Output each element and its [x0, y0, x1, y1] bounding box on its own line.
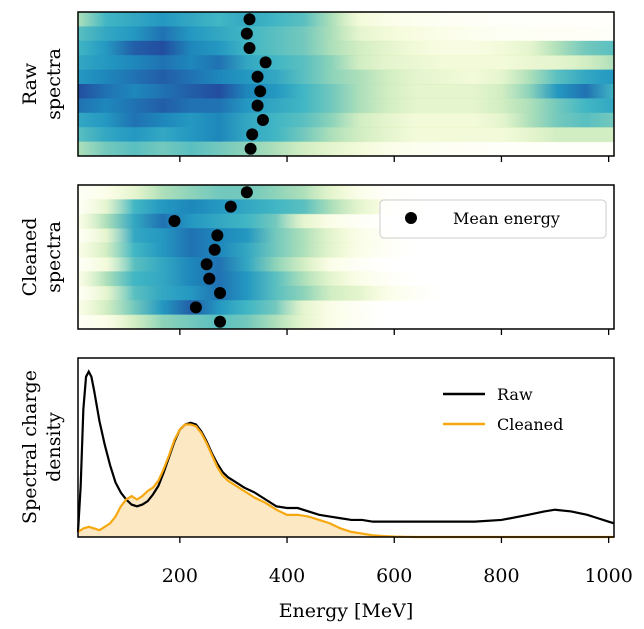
mean-energy-point	[224, 200, 237, 213]
legend-cleaned-label: Cleaned	[497, 415, 563, 434]
legend-mean-energy: Mean energy	[379, 199, 607, 239]
mean-energy-point	[203, 272, 216, 285]
legend-mean-energy-label: Mean energy	[453, 209, 560, 228]
heatmap-row	[78, 26, 614, 42]
x-axis-label: Energy [MeV]	[279, 600, 414, 622]
raw-heatmap	[78, 12, 614, 157]
x-tick-label: 400	[269, 565, 305, 587]
mean-energy-point	[200, 258, 213, 271]
heatmap-row	[78, 55, 614, 71]
mean-energy-point	[244, 142, 257, 155]
density-x-ticks: 200 400 600 800 1000	[162, 537, 633, 587]
cleaned-fill-area	[78, 424, 614, 537]
heatmap-row	[78, 285, 614, 301]
raw-ylabel-line2: spectra	[43, 48, 65, 120]
mean-energy-point	[256, 114, 269, 126]
heatmap-row	[78, 314, 614, 330]
mean-energy-point	[214, 287, 227, 299]
legend-mean-energy-marker	[405, 212, 417, 224]
x-tick-label: 800	[483, 565, 519, 587]
heatmap-row	[78, 84, 614, 99]
mean-energy-point	[240, 27, 253, 40]
raw-ylabel-line1: Raw	[19, 62, 41, 105]
legend-box	[379, 199, 607, 239]
heatmap-row	[78, 98, 614, 114]
mean-energy-point	[208, 243, 221, 256]
heatmap-row	[78, 271, 614, 287]
legend-lines: Raw Cleaned	[443, 385, 563, 434]
heatmap-row	[78, 40, 614, 56]
raw-mean-markers	[240, 13, 272, 155]
legend-raw-label: Raw	[497, 385, 533, 404]
mean-energy-point	[240, 186, 253, 199]
density-ylabel-line2: density	[43, 412, 65, 482]
panel-density-frame	[77, 357, 615, 538]
heatmap-row	[78, 185, 614, 200]
x-tick-label: 1000	[584, 565, 632, 587]
heatmap-row	[78, 242, 614, 258]
cleaned-x-ticks	[179, 329, 610, 335]
panel-raw-frame	[77, 11, 615, 157]
raw-line	[76, 369, 615, 532]
panel-raw-spectra: Raw spectra	[19, 11, 615, 162]
panel-charge-density: 200 400 600 800 1000 Raw Cleaned Spectral ch…	[19, 357, 633, 622]
panel-cleaned-spectra: Mean energy Cleaned spectra	[19, 184, 615, 335]
mean-energy-point	[246, 128, 259, 141]
heatmap-row	[78, 69, 614, 85]
mean-energy-point	[211, 229, 224, 242]
heatmap-row	[78, 257, 614, 272]
heatmap-row	[78, 127, 614, 143]
heatmap-row	[78, 12, 614, 27]
heatmap-row	[78, 300, 614, 316]
mean-energy-point	[251, 70, 264, 83]
cleaned-line	[77, 423, 614, 539]
raw-x-ticks	[179, 156, 610, 162]
cleaned-mean-markers	[168, 186, 253, 328]
cleaned-ylabel-line1: Cleaned	[19, 218, 41, 297]
cleaned-ylabel-line2: spectra	[43, 221, 65, 293]
mean-energy-point	[251, 99, 264, 112]
mean-energy-point	[254, 85, 267, 98]
mean-energy-point	[168, 215, 181, 227]
mean-energy-point	[214, 315, 227, 328]
panel-cleaned-frame	[77, 184, 615, 330]
heatmap-row	[78, 112, 614, 128]
mean-energy-point	[243, 13, 256, 26]
x-tick-label: 200	[162, 565, 198, 587]
x-tick-label: 600	[376, 565, 412, 587]
heatmap-row	[78, 141, 614, 157]
mean-energy-point	[189, 301, 202, 314]
mean-energy-point	[259, 56, 272, 69]
mean-energy-point	[243, 42, 256, 54]
cleaned-heatmap	[78, 185, 614, 330]
density-ylabel-line1: Spectral charge	[19, 370, 41, 524]
